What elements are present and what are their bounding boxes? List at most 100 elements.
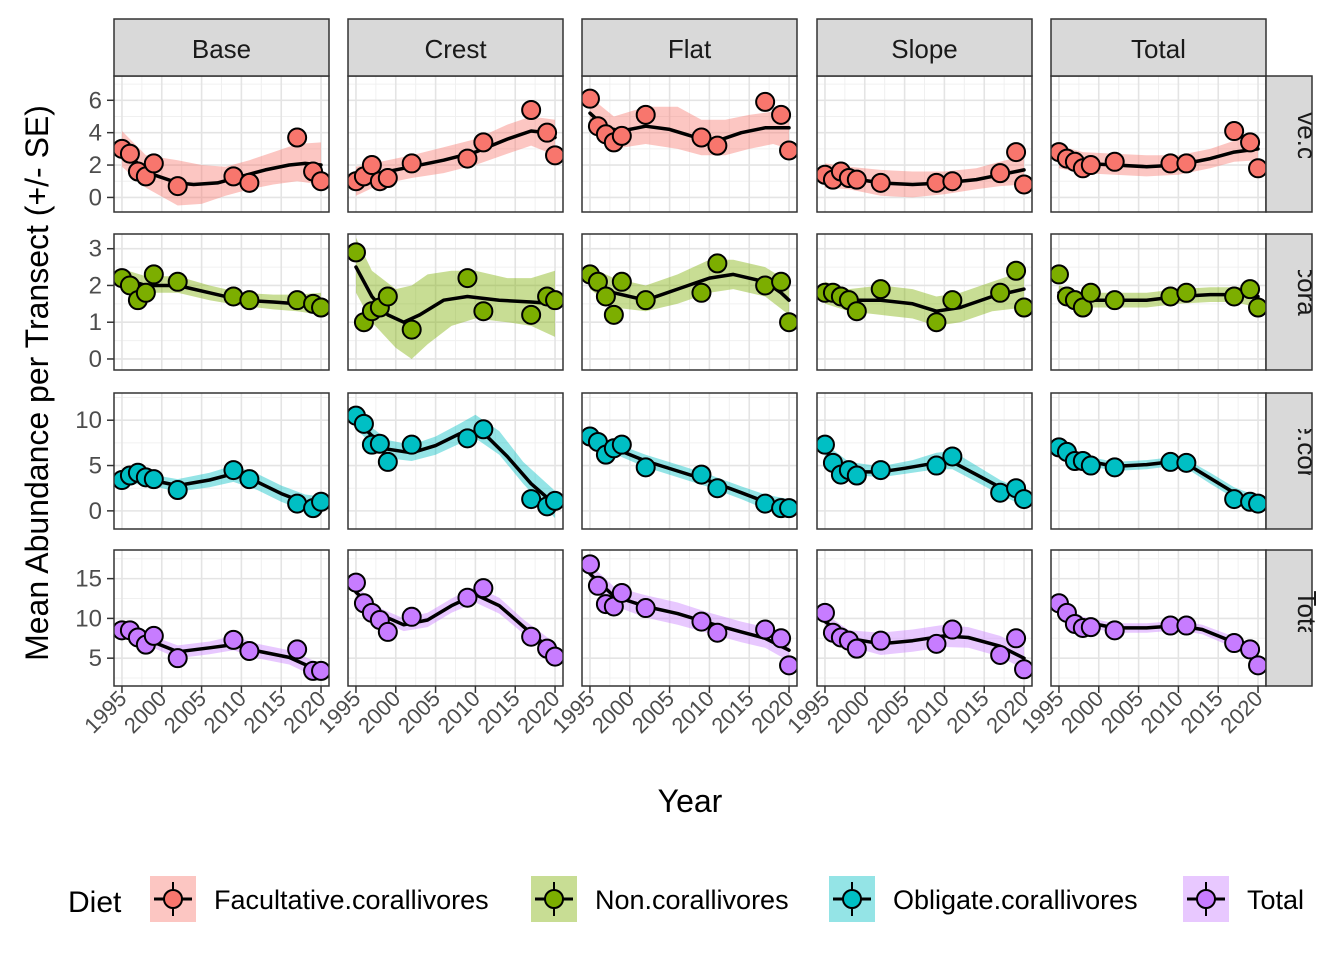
row-strip-label: ative.coral — [1292, 85, 1322, 204]
data-point — [1248, 297, 1266, 318]
data-point — [348, 572, 366, 593]
y-tick-label: 3 — [89, 236, 102, 263]
data-point — [603, 304, 624, 325]
row-strip-1: ative.coral — [1265, 75, 1322, 213]
confidence-band — [356, 585, 555, 659]
x-tick-label: 1995 — [79, 686, 131, 738]
panel-border — [347, 392, 564, 530]
data-point — [401, 606, 422, 627]
column-strip-total: Total — [1050, 18, 1267, 77]
data-point — [311, 171, 329, 192]
data-point — [1104, 620, 1125, 641]
data-point — [1240, 639, 1261, 660]
data-point — [311, 491, 329, 512]
x-tick-label: 2000 — [119, 686, 171, 738]
data-point — [870, 172, 891, 193]
data-point — [1080, 617, 1101, 638]
panel-data — [582, 554, 797, 676]
panel-facultative.corallivores-crest — [347, 75, 564, 213]
column-strip-crest: Crest — [347, 18, 564, 77]
data-point — [1248, 158, 1266, 179]
data-point — [457, 148, 478, 169]
data-point — [1014, 174, 1032, 195]
panel-border — [816, 549, 1033, 687]
panel-data — [582, 426, 797, 519]
data-point — [287, 639, 308, 660]
panel-data — [348, 572, 563, 667]
data-point — [401, 434, 422, 455]
data-point — [846, 638, 867, 659]
data-point — [143, 469, 164, 490]
data-point — [1104, 457, 1125, 478]
column-strip-slope: Slope — [816, 18, 1033, 77]
legend-entry-obligate.corallivores: Obligate.corallivores — [829, 876, 1138, 922]
row-strip-3: ate.coralliv — [1265, 392, 1322, 530]
row-strip-box — [1265, 392, 1313, 530]
panel-obligate.corallivores-base — [113, 392, 330, 530]
panel-obligate.corallivores-total — [1050, 392, 1267, 530]
data-point — [1014, 489, 1032, 510]
data-point — [691, 464, 712, 485]
data-point — [545, 490, 563, 511]
y-tick-label: 5 — [89, 453, 102, 480]
legend-entry-label: Obligate.corallivores — [893, 885, 1138, 915]
x-tick-label: 2000 — [353, 686, 405, 738]
x-tick-label: 2010 — [1136, 686, 1188, 738]
data-point — [1176, 452, 1197, 473]
y-tick-label: 0 — [89, 346, 102, 373]
x-axis-label: Year — [658, 783, 723, 819]
panel-data — [817, 260, 1032, 333]
data-point — [1104, 290, 1125, 311]
panel-data — [817, 602, 1032, 680]
data-point — [926, 633, 947, 654]
x-tick-label: 2005 — [862, 686, 914, 738]
legend-key-point — [1196, 889, 1216, 909]
x-tick-label: 2015 — [706, 686, 758, 738]
panel-data — [114, 460, 329, 519]
data-point — [377, 451, 398, 472]
data-point — [691, 611, 712, 632]
data-point — [1176, 153, 1197, 174]
data-point — [635, 104, 656, 125]
x-tick-label: 1995 — [313, 686, 365, 738]
data-point — [990, 644, 1011, 665]
y-tick-label: 10 — [75, 605, 102, 632]
legend-entry-total: Total — [1183, 876, 1304, 922]
data-point — [457, 268, 478, 289]
data-point — [1014, 297, 1032, 318]
panel-data — [1051, 593, 1266, 676]
x-tick-label: 2005 — [159, 686, 211, 738]
y-tick-label: 0 — [89, 498, 102, 525]
data-point — [635, 290, 656, 311]
data-point — [545, 646, 563, 667]
panel-grid — [348, 234, 563, 370]
x-tick-label: 2005 — [1096, 686, 1148, 738]
data-point — [457, 587, 478, 608]
column-strip-label: Base — [192, 34, 251, 64]
data-point — [691, 282, 712, 303]
data-point — [926, 455, 947, 476]
panel-total-flat — [581, 549, 798, 687]
data-point — [771, 104, 792, 125]
data-point — [1006, 260, 1027, 281]
x-tick-label: 2000 — [1056, 686, 1108, 738]
data-point — [587, 575, 608, 596]
data-point — [239, 290, 260, 311]
y-tick-label: 2 — [89, 272, 102, 299]
data-point — [582, 88, 600, 109]
data-point — [473, 578, 494, 599]
y-tick-label: 5 — [89, 645, 102, 672]
panel-border — [347, 233, 564, 371]
data-point — [942, 290, 963, 311]
panel-total-crest — [347, 549, 564, 687]
data-point — [582, 554, 600, 575]
panel-non.corallivores-slope — [816, 233, 1033, 371]
data-point — [870, 630, 891, 651]
data-point — [1080, 282, 1101, 303]
confidence-band — [825, 270, 1024, 326]
column-strip-box — [816, 18, 1033, 77]
data-point — [167, 648, 188, 669]
data-point — [1248, 493, 1266, 514]
data-point — [990, 163, 1011, 184]
panel-total-base — [113, 549, 330, 687]
